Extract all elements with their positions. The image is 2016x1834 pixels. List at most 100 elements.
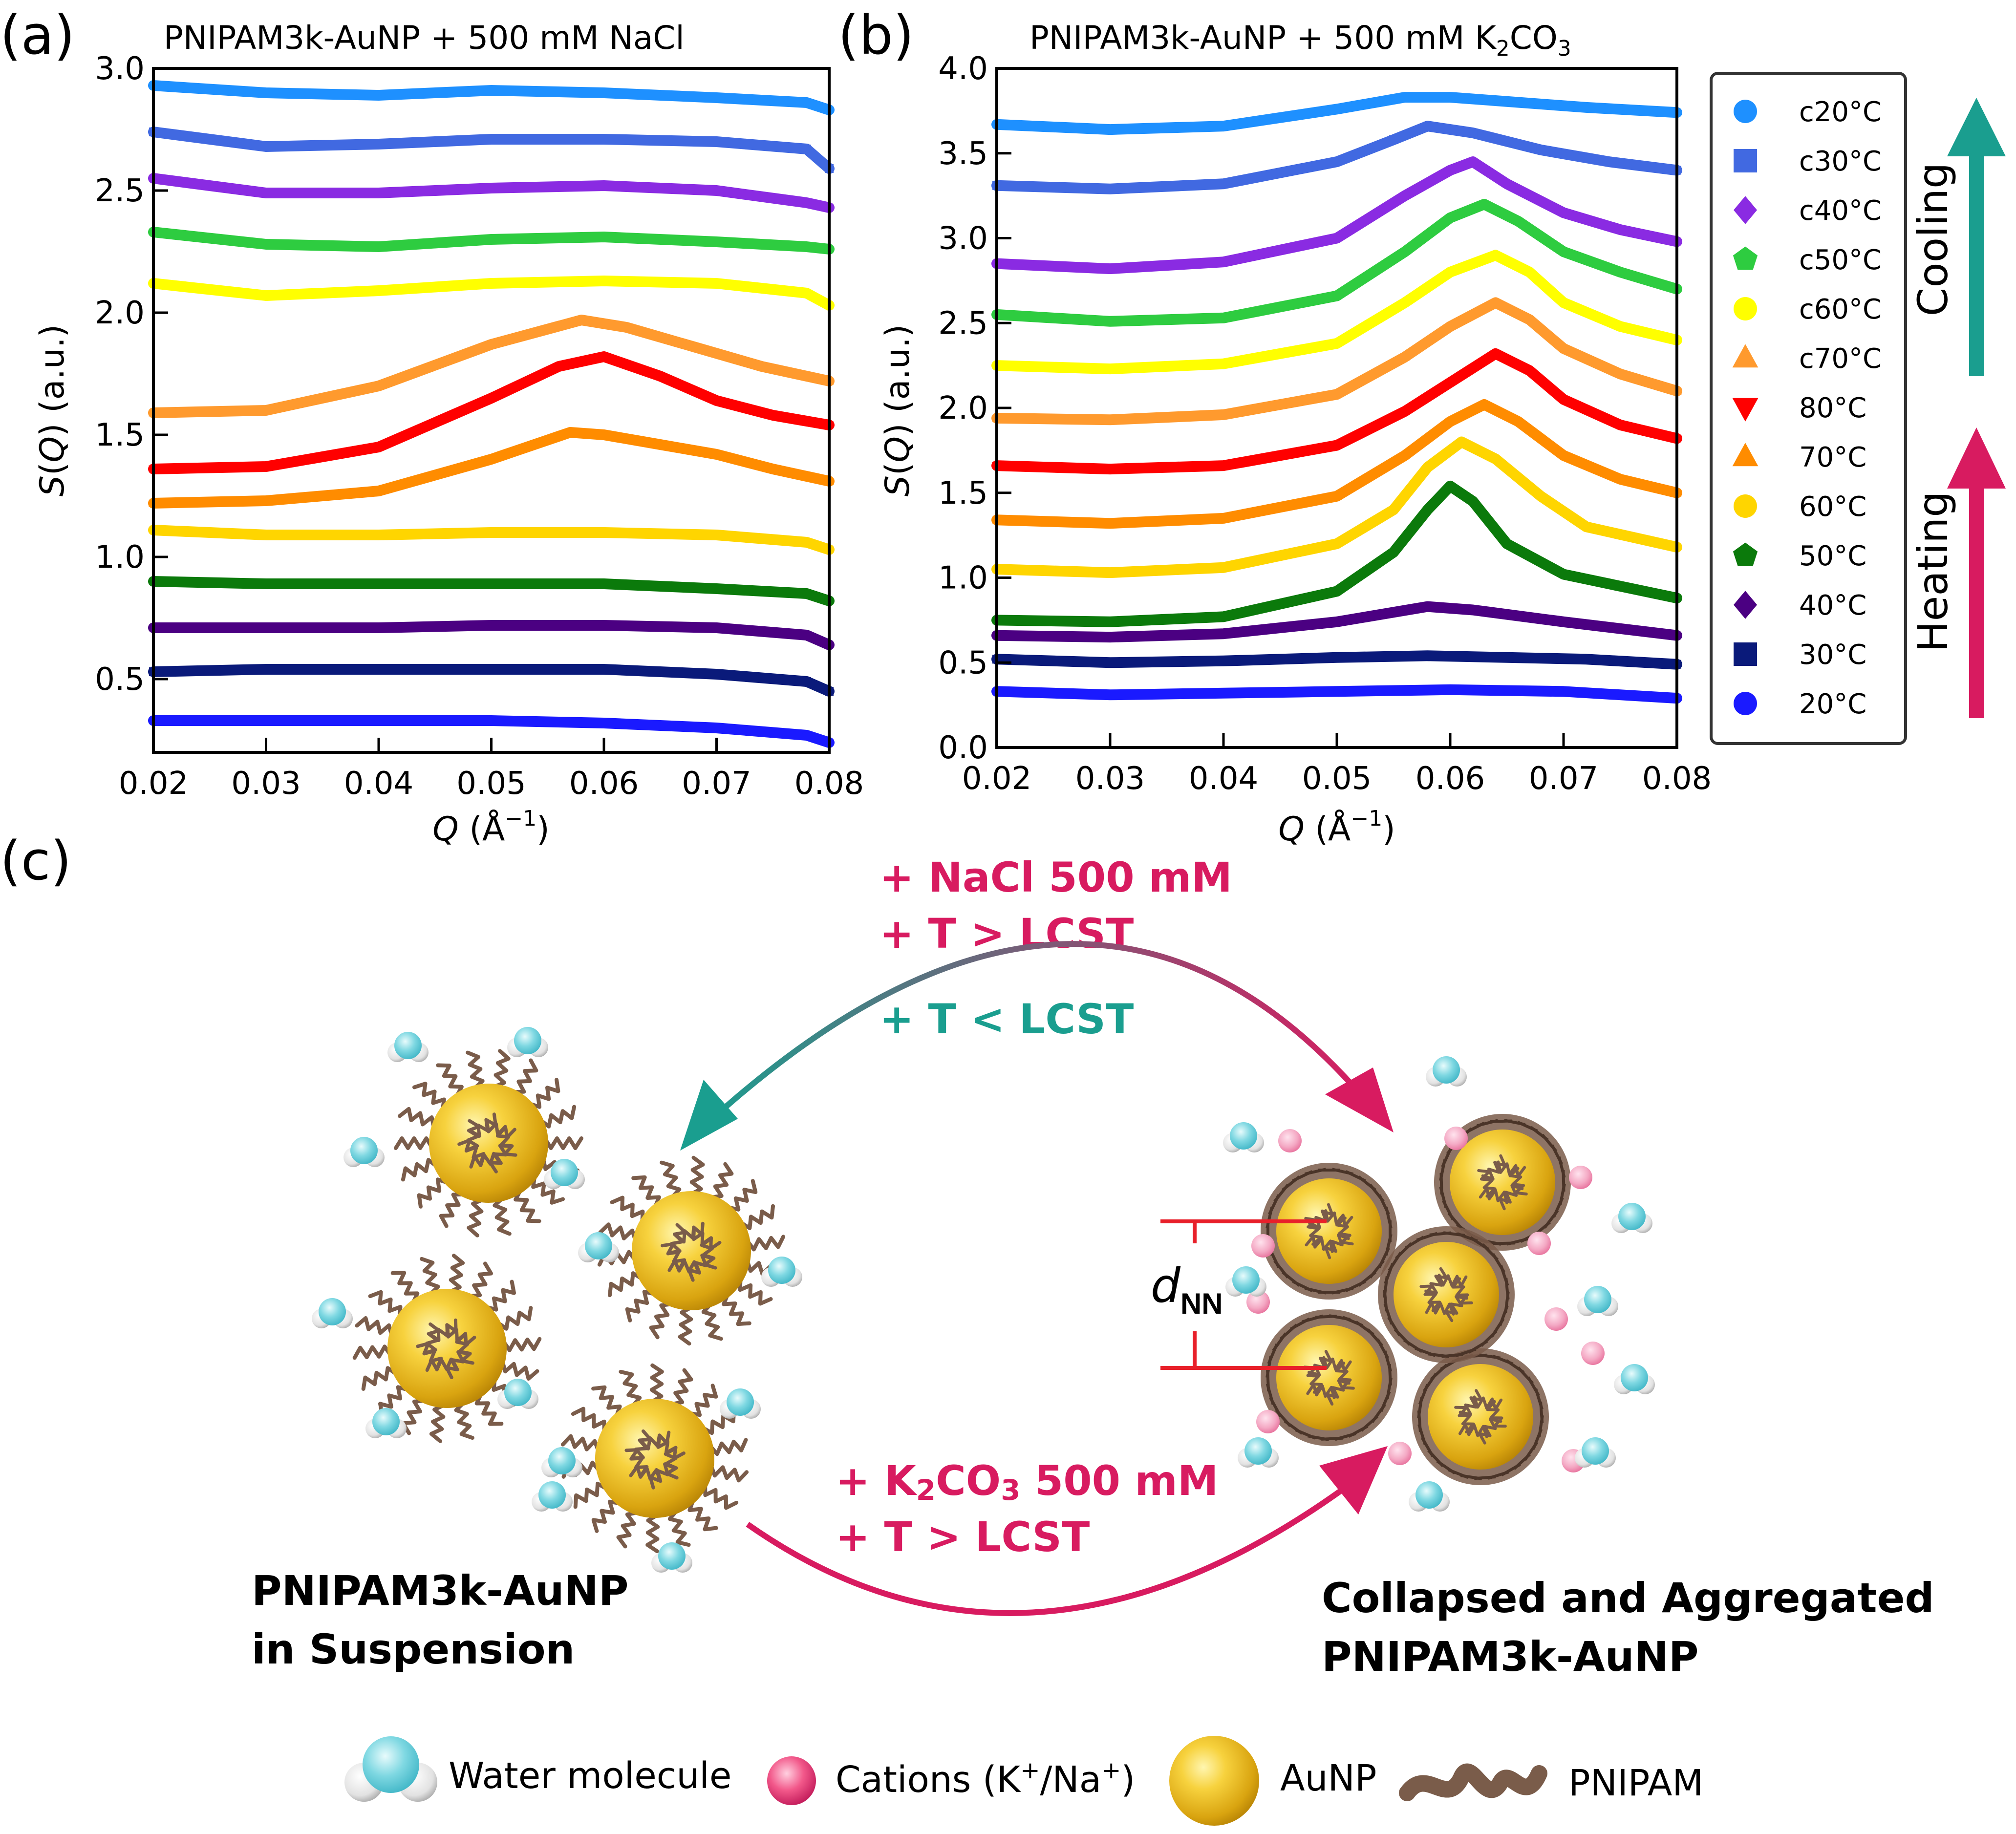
panel-b-point-70C-3 <box>1332 490 1342 500</box>
panel-a-point-30C-6 <box>802 677 811 686</box>
panel-b-point-80C-6 <box>1490 350 1501 359</box>
cooling-label: Cooling <box>1909 163 1957 317</box>
panel-b-ytick-label-7: 3.5 <box>938 136 988 172</box>
panel-b-point-c50C-9 <box>1615 267 1625 277</box>
panel-a-point-c20C-3 <box>487 86 496 95</box>
panel-a-point-c70C-1 <box>261 405 271 414</box>
panel-b-point-60C-6 <box>1457 437 1466 447</box>
aggregate-cation <box>1256 1410 1280 1433</box>
panel-b-point-20C-2 <box>1219 688 1228 698</box>
panel-a-x-axis-label: Q (Å−1) <box>432 806 550 849</box>
panel-b-point-c70C-2 <box>1219 409 1228 419</box>
legend-label-9: 50°C <box>1799 540 1866 572</box>
panel-a-point-c20C-2 <box>374 91 383 100</box>
panel-b: (b) PNIPAM3k-AuNP + 500 mM K2CO3 0.02 0.0… <box>838 4 1712 849</box>
panel-b-point-c30C-7 <box>1536 145 1545 154</box>
panel-b-point-20C-1 <box>1106 690 1115 700</box>
panel-a-point-c50C-4 <box>599 232 609 241</box>
panel-c-label: (c) <box>0 830 71 892</box>
legend-marker-2 <box>1734 196 1757 224</box>
panel-b-point-c50C-1 <box>1105 316 1115 325</box>
aggregate-cation <box>1544 1307 1568 1331</box>
panel-a-x-ticks: 0.02 0.03 0.04 0.05 0.06 0.07 0.08 <box>119 738 864 802</box>
panel-a-point-c30C-5 <box>712 137 721 146</box>
panel-a-point-20C-2 <box>374 716 383 725</box>
panel-a-point-20C-5 <box>712 724 721 732</box>
panel-b-ytick-label-1: 0.5 <box>938 645 988 681</box>
panel-a-point-20C-3 <box>487 716 496 725</box>
panel-b-point-50C-9 <box>1559 569 1568 578</box>
panel-b-point-c40C-2 <box>1219 256 1228 267</box>
panel-b-point-c40C-5 <box>1446 165 1455 176</box>
panel-a-point-c40C-5 <box>712 185 721 196</box>
panel-a-ytick-label-3: 2.0 <box>95 295 145 331</box>
panel-b-point-60C-5 <box>1423 463 1432 472</box>
aggregate-water-molecule <box>1575 1437 1616 1468</box>
panel-b-point-50C-8 <box>1502 539 1512 548</box>
heating-indicator: Heating <box>1909 427 2006 718</box>
panel-b-point-c20C-4 <box>1400 93 1410 102</box>
panel-b-point-c70C-8 <box>1559 343 1568 352</box>
panel-b-point-c70C-6 <box>1490 297 1501 306</box>
panel-a-point-80C-5 <box>599 353 609 362</box>
aggregate-cation <box>1251 1234 1275 1258</box>
panel-b-point-80C-2 <box>1219 462 1228 471</box>
panel-b-point-30C-1 <box>1106 658 1115 667</box>
panel-b-point-c60C-7 <box>1525 268 1534 277</box>
panel-b-point-c60C-5 <box>1446 268 1455 277</box>
panel-b-point-c50C-3 <box>1332 291 1342 300</box>
panel-b-point-c60C-9 <box>1616 322 1625 331</box>
panel-a-point-40C-2 <box>374 622 383 633</box>
aggregate-cation <box>1581 1342 1605 1365</box>
panel-b-point-80C-7 <box>1524 367 1535 376</box>
legend-label-0: c20°C <box>1799 96 1882 128</box>
panel-b-point-40C-4 <box>1423 601 1432 612</box>
panel-b-point-c40C-3 <box>1332 233 1341 244</box>
panel-b-point-c60C-2 <box>1219 359 1228 368</box>
panel-a-point-c70C-4 <box>577 315 586 324</box>
panel-a-point-50C-6 <box>802 589 812 598</box>
suspension-water-molecule <box>761 1257 802 1287</box>
legend-marker-0 <box>1734 100 1757 123</box>
panel-b-point-c50C-7 <box>1513 216 1523 225</box>
panel-b-ytick-label-0: 0.0 <box>938 730 988 766</box>
panel-b-point-c70C-1 <box>1105 414 1115 424</box>
legend-marker-12 <box>1734 692 1757 715</box>
panel-b-xtick-label-5: 0.07 <box>1529 761 1599 797</box>
aggregated-nanoparticle <box>1261 1309 1397 1446</box>
suspension-water-molecule <box>343 1137 385 1167</box>
panel-a-series-line-70C <box>148 427 835 509</box>
panel-b-series-line-c30C <box>991 121 1682 194</box>
panel-a-point-c40C-2 <box>374 188 383 198</box>
panel-b-ytick-label-3: 1.5 <box>938 475 988 512</box>
aggregate-cation <box>1569 1166 1592 1189</box>
legend-marker-11 <box>1734 642 1757 666</box>
panel-b-point-70C-6 <box>1479 399 1489 408</box>
panel-a-point-60C-1 <box>261 531 271 539</box>
panel-a-point-70C-6 <box>655 439 665 448</box>
panel-a-point-c30C-2 <box>374 140 383 149</box>
legend-marker-5 <box>1732 344 1759 368</box>
panel-a-point-70C-2 <box>374 486 384 495</box>
panel-a-point-c70C-5 <box>622 322 631 331</box>
panel-b-point-c30C-1 <box>1106 184 1115 193</box>
panel-c-schematic: (c) + NaCl 500 mM + T > LCST + T < LCST … <box>0 830 1934 1681</box>
legend-label-5: c70°C <box>1799 343 1882 375</box>
cooling-indicator: Cooling <box>1909 98 2006 376</box>
aggregate-water-molecule <box>1614 1364 1655 1394</box>
panel-a-series-line-60C <box>148 525 835 555</box>
panel-b-point-c70C-5 <box>1445 321 1455 330</box>
panel-a-point-50C-3 <box>487 579 496 588</box>
panel-a-point-70C-1 <box>261 495 271 505</box>
panel-b-point-70C-5 <box>1445 416 1455 425</box>
suspension-water-molecule <box>312 1298 353 1328</box>
suspension-water-molecule <box>507 1027 548 1057</box>
panel-a-point-c50C-1 <box>261 239 271 249</box>
legend-label-6: 80°C <box>1799 392 1866 424</box>
panel-b-xtick-label-6: 0.08 <box>1642 761 1712 797</box>
panel-a-point-30C-2 <box>374 665 383 674</box>
panel-a-point-c70C-3 <box>486 339 496 348</box>
panel-b-point-c40C-9 <box>1616 224 1625 235</box>
panel-b-ytick-label-4: 2.0 <box>938 390 988 427</box>
reversible-transition-arrow <box>694 941 1375 1136</box>
